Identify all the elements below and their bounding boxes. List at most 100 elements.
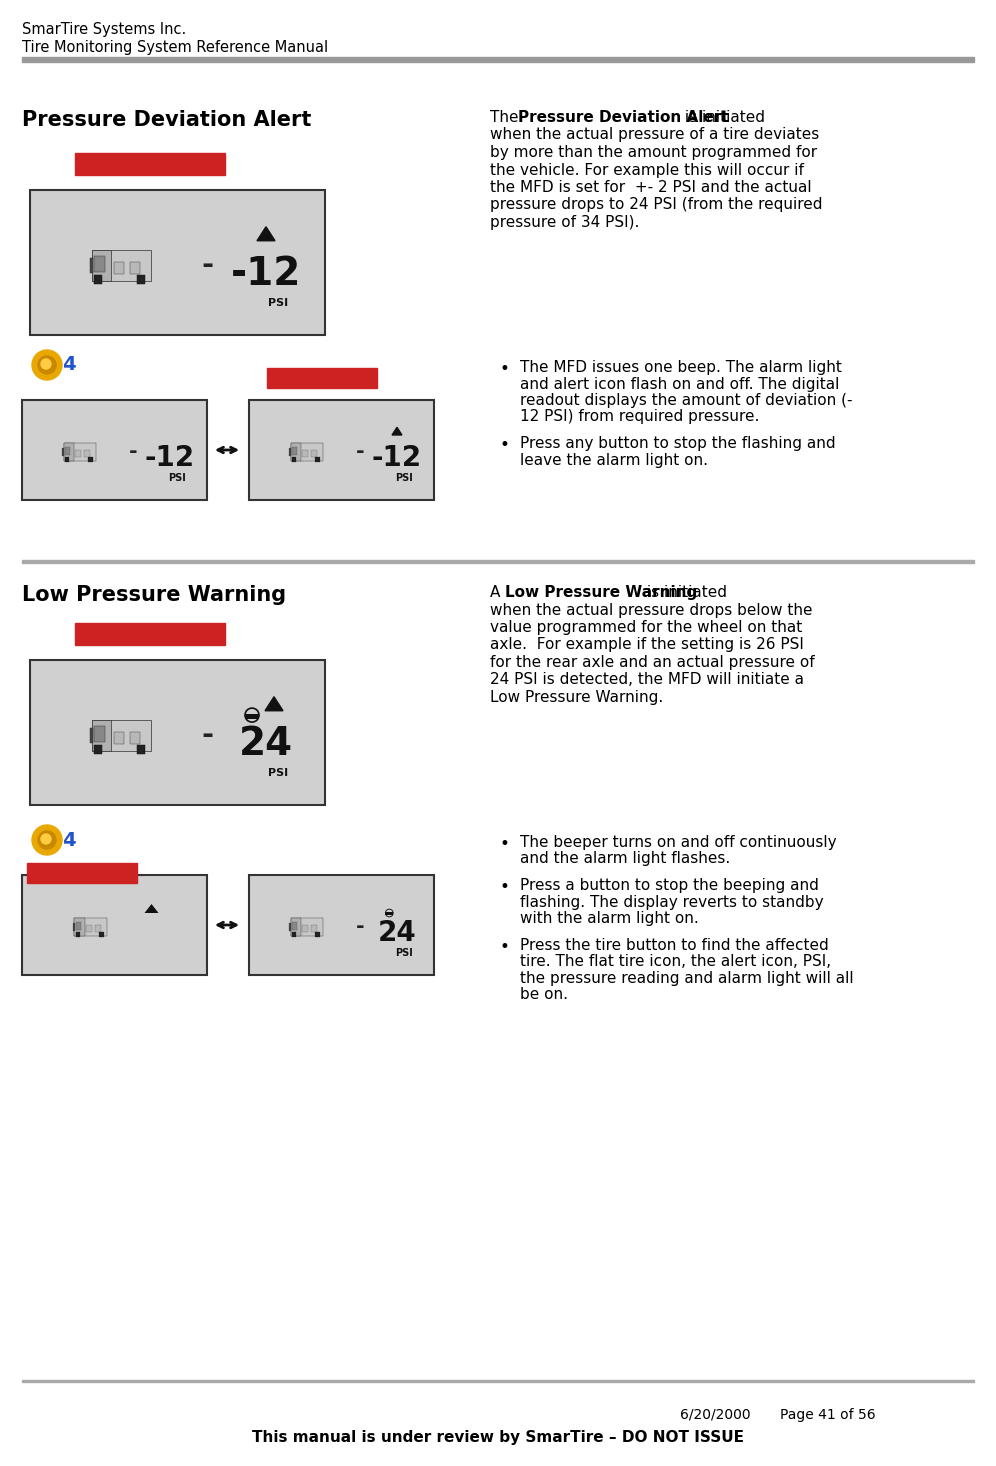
Bar xyxy=(93,249,111,281)
Bar xyxy=(75,918,85,935)
Bar xyxy=(311,925,317,932)
Circle shape xyxy=(32,825,62,855)
Bar xyxy=(22,57,974,62)
Bar xyxy=(96,925,101,932)
Bar xyxy=(249,400,434,500)
Text: 4: 4 xyxy=(62,355,76,374)
Text: the MFD is set for  +- 2 PSI and the actual: the MFD is set for +- 2 PSI and the actu… xyxy=(490,180,812,195)
Polygon shape xyxy=(392,427,402,435)
Text: -: - xyxy=(356,918,365,937)
Bar xyxy=(245,714,259,718)
Text: Pressure Deviation Alert: Pressure Deviation Alert xyxy=(518,110,729,125)
Bar xyxy=(93,720,150,751)
Text: Press a button to stop the beeping and: Press a button to stop the beeping and xyxy=(520,878,819,893)
Text: This manual is under review by SmarTire – DO NOT ISSUE: This manual is under review by SmarTire … xyxy=(252,1429,744,1445)
Text: -12: -12 xyxy=(372,444,422,472)
Bar xyxy=(292,447,298,456)
Text: Low Pressure Warning.: Low Pressure Warning. xyxy=(490,690,663,705)
Bar xyxy=(129,261,140,274)
Text: Pressure Deviation Alert: Pressure Deviation Alert xyxy=(22,110,312,130)
Text: •: • xyxy=(500,878,510,896)
Bar xyxy=(114,732,124,745)
Polygon shape xyxy=(265,696,283,711)
Text: 6/20/2000: 6/20/2000 xyxy=(680,1407,751,1422)
Text: A: A xyxy=(490,585,505,600)
Bar xyxy=(100,932,104,937)
Bar xyxy=(249,875,434,975)
Text: and alert icon flash on and off. The digital: and alert icon flash on and off. The dig… xyxy=(520,377,840,391)
Text: Press the tire button to find the affected: Press the tire button to find the affect… xyxy=(520,937,829,953)
Text: pressure drops to 24 PSI (from the required: pressure drops to 24 PSI (from the requi… xyxy=(490,198,823,213)
Text: for the rear axle and an actual pressure of: for the rear axle and an actual pressure… xyxy=(490,655,815,670)
Bar xyxy=(76,922,82,931)
Text: •: • xyxy=(500,836,510,853)
Text: leave the alarm light on.: leave the alarm light on. xyxy=(520,453,708,468)
Text: 24: 24 xyxy=(377,919,416,947)
Text: -: - xyxy=(356,443,365,462)
Bar xyxy=(291,443,301,460)
Text: The: The xyxy=(490,110,523,125)
Text: 4: 4 xyxy=(62,831,76,849)
Bar xyxy=(137,274,145,284)
Text: 24 PSI is detected, the MFD will initiate a: 24 PSI is detected, the MFD will initiat… xyxy=(490,673,804,688)
Bar xyxy=(289,447,291,456)
Bar xyxy=(22,560,974,563)
Bar xyxy=(30,660,325,805)
Text: PSI: PSI xyxy=(394,949,412,957)
Text: value programmed for the wheel on that: value programmed for the wheel on that xyxy=(490,620,802,635)
Bar xyxy=(30,191,325,336)
Text: PSI: PSI xyxy=(167,474,185,482)
Text: Press any button to stop the flashing and: Press any button to stop the flashing an… xyxy=(520,435,836,452)
Bar xyxy=(65,447,71,456)
Bar xyxy=(292,457,296,462)
Bar xyxy=(75,918,107,935)
Text: when the actual pressure drops below the: when the actual pressure drops below the xyxy=(490,603,813,617)
Circle shape xyxy=(41,834,51,844)
Bar xyxy=(137,745,145,754)
Text: with the alarm light on.: with the alarm light on. xyxy=(520,910,699,927)
Circle shape xyxy=(32,350,62,380)
Bar xyxy=(316,932,320,937)
Bar xyxy=(64,443,74,460)
Polygon shape xyxy=(144,905,158,913)
Text: -12: -12 xyxy=(145,444,195,472)
Bar xyxy=(62,447,64,456)
Text: tire. The flat tire icon, the alert icon, PSI,: tire. The flat tire icon, the alert icon… xyxy=(520,954,831,969)
Text: Page 41 of 56: Page 41 of 56 xyxy=(780,1407,875,1422)
Bar xyxy=(303,925,308,932)
Bar xyxy=(90,727,93,743)
Bar xyxy=(267,368,377,388)
Text: The MFD issues one beep. The alarm light: The MFD issues one beep. The alarm light xyxy=(520,361,842,375)
Circle shape xyxy=(41,359,51,369)
Bar xyxy=(129,732,140,745)
Bar xyxy=(22,400,207,500)
Bar xyxy=(303,450,308,457)
Text: -: - xyxy=(201,251,213,280)
Text: Low Pressure Warning: Low Pressure Warning xyxy=(22,585,286,605)
Bar xyxy=(76,932,80,937)
Text: SmarTire Systems Inc.: SmarTire Systems Inc. xyxy=(22,22,186,37)
Bar xyxy=(22,875,207,975)
Bar xyxy=(291,443,323,460)
Bar xyxy=(316,457,320,462)
Bar xyxy=(95,726,105,742)
Text: Tire Monitoring System Reference Manual: Tire Monitoring System Reference Manual xyxy=(22,40,328,56)
Bar xyxy=(114,261,124,274)
Text: -: - xyxy=(128,443,137,462)
Bar xyxy=(84,450,90,457)
Text: PSI: PSI xyxy=(268,768,288,778)
Bar xyxy=(94,274,102,284)
Text: by more than the amount programmed for: by more than the amount programmed for xyxy=(490,145,817,160)
Text: pressure of 34 PSI).: pressure of 34 PSI). xyxy=(490,216,639,230)
Bar xyxy=(95,257,105,271)
Bar xyxy=(93,720,111,751)
Bar xyxy=(289,922,291,931)
Text: PSI: PSI xyxy=(394,474,412,482)
Text: PSI: PSI xyxy=(268,298,288,308)
Bar xyxy=(93,249,150,281)
Bar xyxy=(76,450,82,457)
Bar xyxy=(94,745,102,754)
Text: when the actual pressure of a tire deviates: when the actual pressure of a tire devia… xyxy=(490,128,820,142)
Bar xyxy=(75,623,225,645)
Text: and the alarm light flashes.: and the alarm light flashes. xyxy=(520,852,730,866)
